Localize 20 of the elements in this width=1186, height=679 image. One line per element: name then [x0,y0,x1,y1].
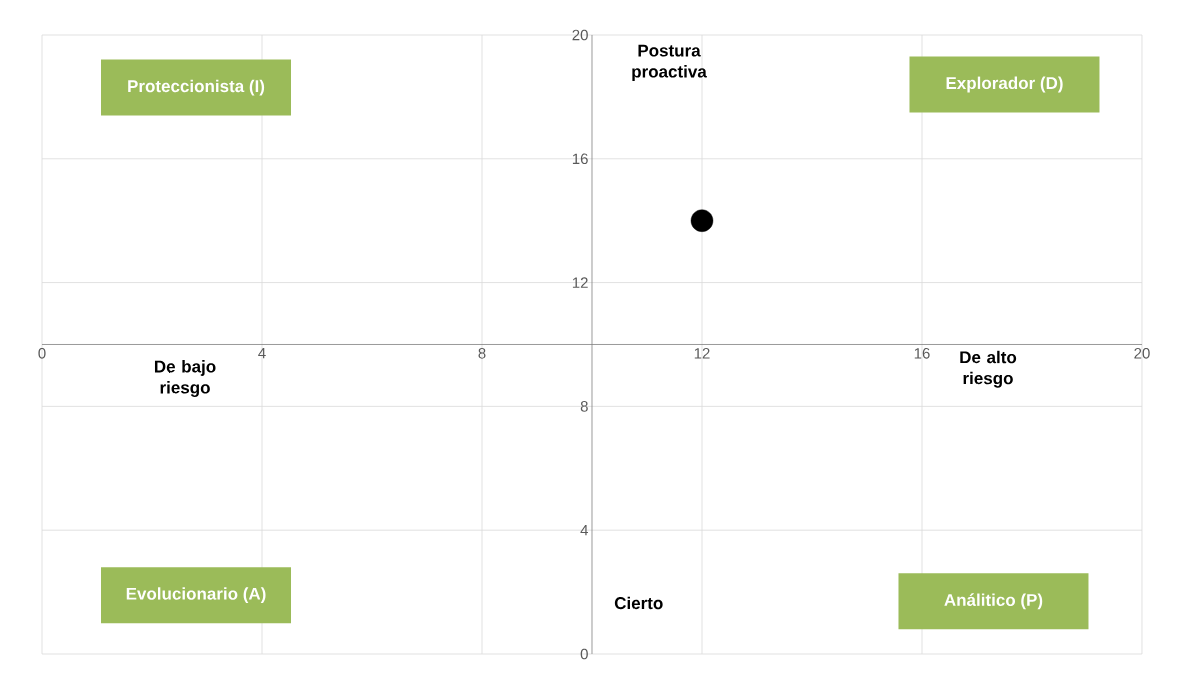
y-tick-label: 8 [580,401,588,412]
y-tick-label: 0 [580,648,588,660]
x-tick-label: 0 [38,348,46,359]
x-tick-label: 8 [478,348,486,359]
annotation: Explorador (D) [946,76,1063,93]
x-tick-label: 16 [914,348,930,359]
y-tick-label: 4 [580,525,589,536]
annotation: De bajo riesgo [154,360,216,397]
x-tick-label: 20 [1134,348,1150,359]
x-tick-label: 12 [694,348,710,359]
annotation: Cierto [614,596,663,610]
annotation: Postura proactiva [632,44,707,81]
annotation: Proteccionista (I) [128,79,265,96]
y-tick-label: 12 [572,277,588,288]
annotation: Análitico (P) [944,593,1043,610]
annotation: De alto riesgo [960,350,1017,388]
y-tick-label: 20 [572,29,588,41]
y-tick-label: 16 [572,153,588,165]
x-tick-label: 4 [258,348,266,359]
annotation: Evolucionario (A) [126,587,266,604]
